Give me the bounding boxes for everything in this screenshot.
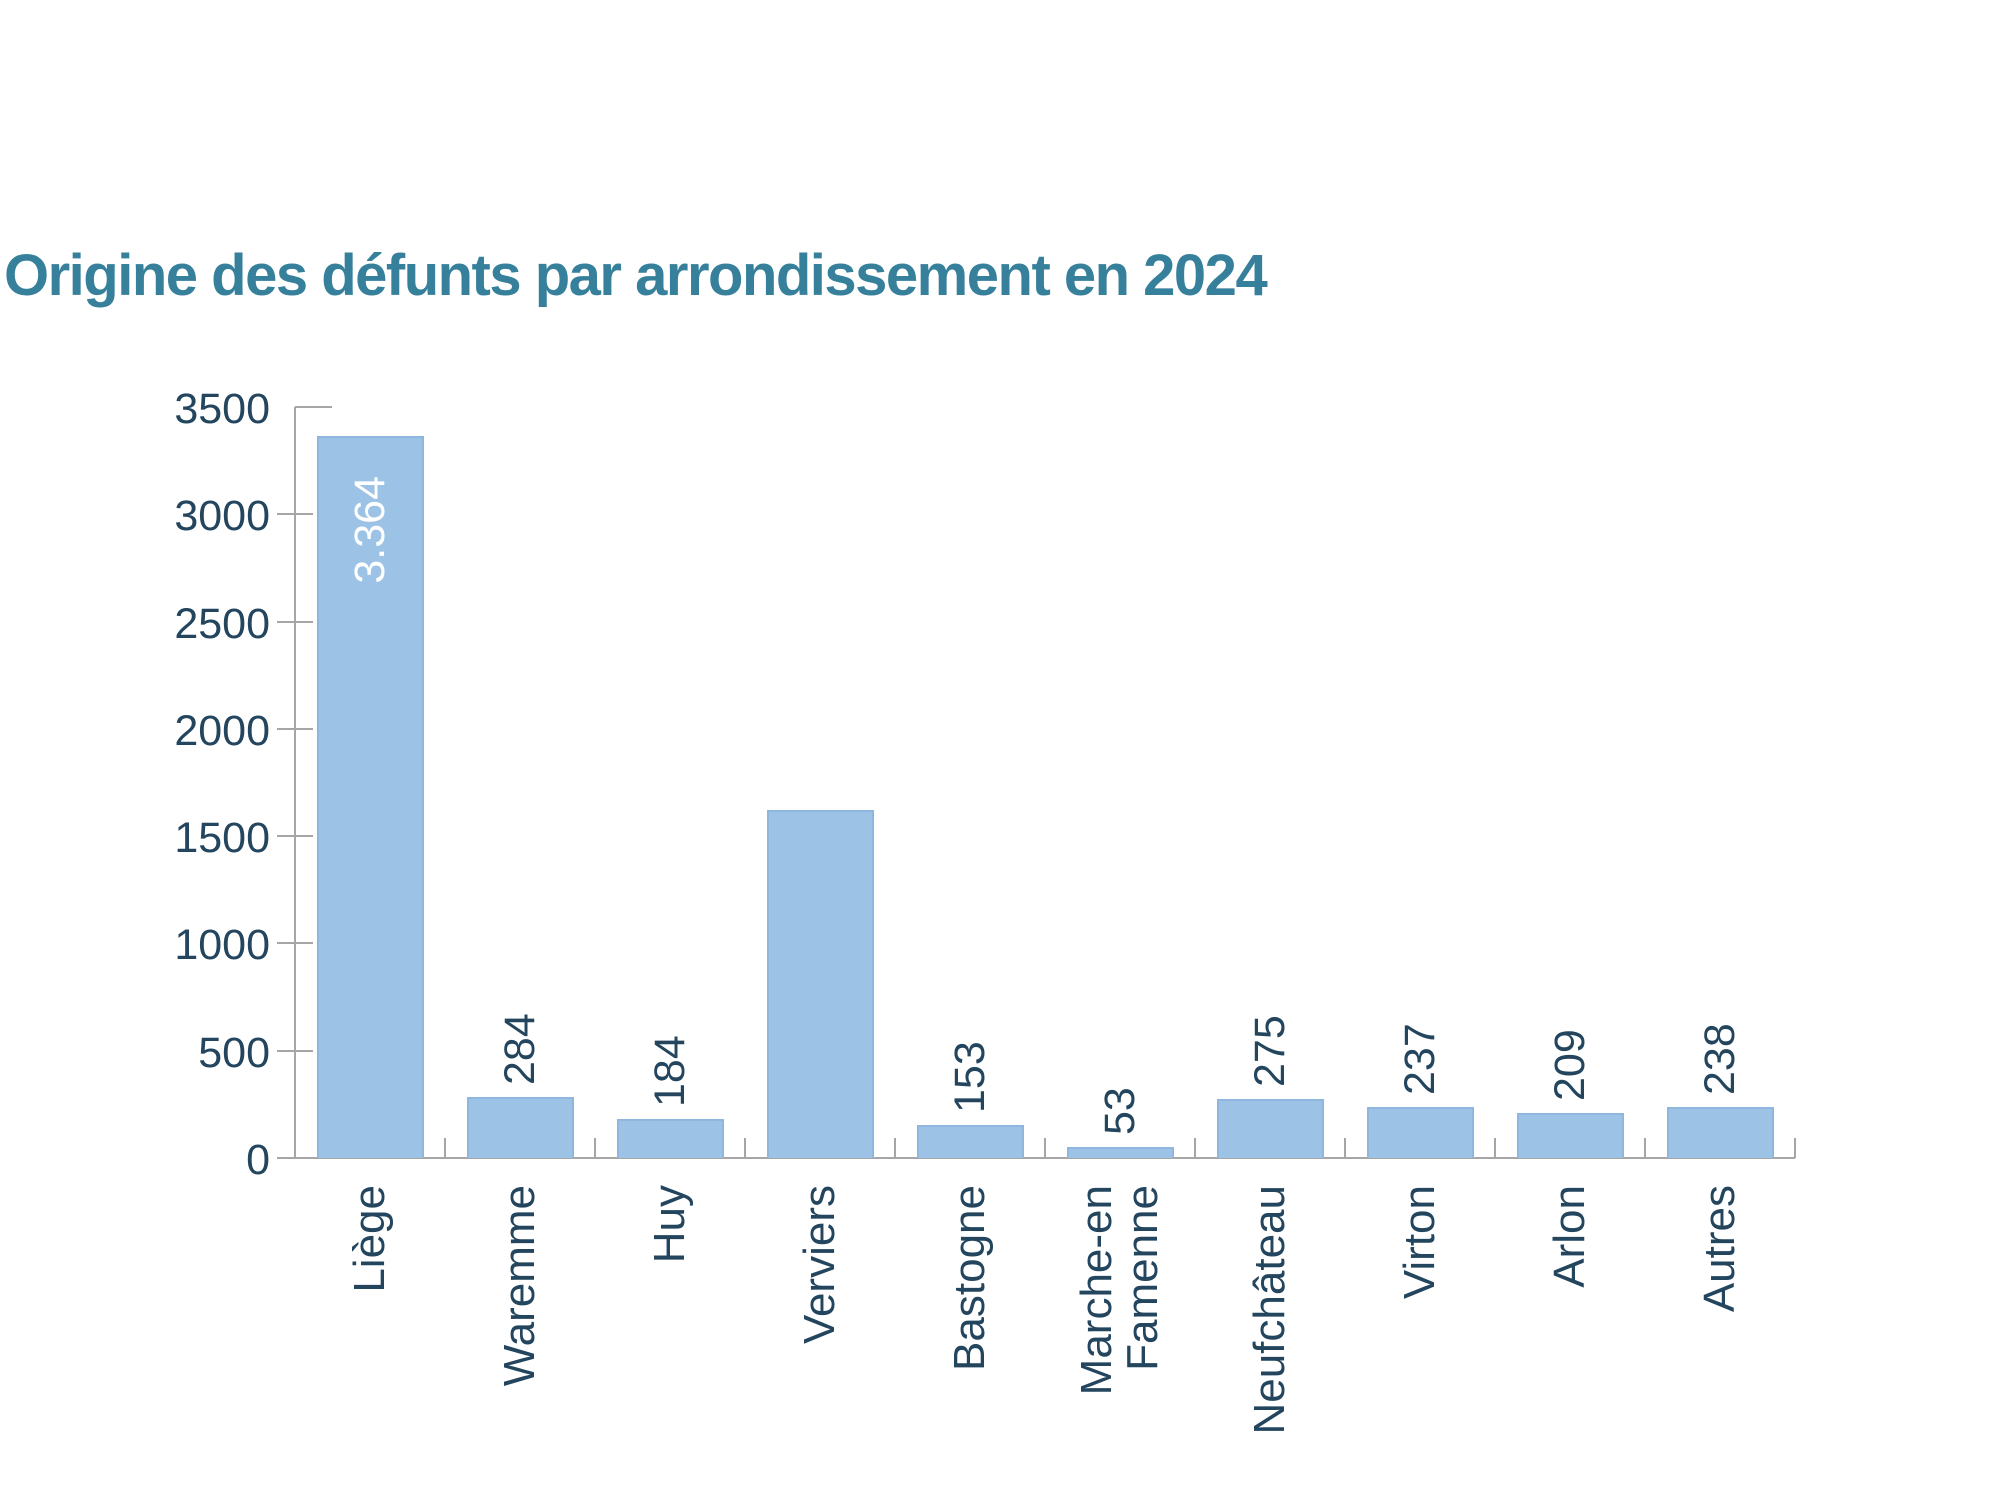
y-tick-label: 2000	[174, 706, 270, 755]
x-axis-line	[277, 1157, 1795, 1159]
bar-arlon	[1516, 1113, 1624, 1158]
y-axis-tick	[277, 727, 313, 730]
x-axis-tick	[894, 1138, 896, 1158]
y-tick-label: 3000	[174, 492, 270, 541]
y-tick-label: 500	[198, 1028, 270, 1077]
bar-liège	[316, 436, 424, 1158]
y-axis-tick	[277, 1049, 313, 1052]
category-label: Verviers	[795, 1185, 844, 1344]
value-label: 209	[1546, 1029, 1594, 1102]
y-axis-tick	[295, 406, 332, 408]
x-axis-tick	[1194, 1138, 1196, 1158]
value-label-inside: 3.364	[346, 476, 394, 584]
x-axis-tick	[594, 1138, 596, 1158]
y-tick-label: 3500	[174, 385, 270, 433]
bar-autres	[1666, 1106, 1774, 1158]
value-label: 275	[1246, 1015, 1294, 1087]
y-tick-label: 1500	[174, 814, 270, 863]
value-label: 238	[1696, 1023, 1744, 1095]
value-label: 284	[496, 1013, 544, 1086]
category-label: Waremme	[495, 1185, 544, 1387]
bar-bastogne	[916, 1125, 1024, 1158]
category-label: Arlon	[1545, 1185, 1594, 1288]
x-axis-tick	[744, 1138, 746, 1158]
category-label: Bastogne	[945, 1185, 994, 1371]
x-axis-tick	[1794, 1138, 1796, 1158]
bar-marche-en-famenne	[1066, 1146, 1174, 1158]
x-axis-tick	[1644, 1138, 1646, 1158]
category-label: Neufchâteau	[1245, 1185, 1294, 1435]
y-axis-tick	[277, 620, 313, 623]
y-tick-label: 2500	[174, 599, 270, 648]
value-label: 53	[1096, 1086, 1144, 1135]
bar-huy	[616, 1118, 724, 1158]
x-axis-tick	[1344, 1138, 1346, 1158]
bar-verviers	[766, 810, 874, 1158]
value-label: 153	[946, 1041, 994, 1114]
x-axis-tick	[1044, 1138, 1046, 1158]
y-axis-tick	[277, 835, 313, 838]
x-axis-tick	[1494, 1138, 1496, 1158]
x-axis-tick	[444, 1138, 446, 1158]
bar-waremme	[466, 1097, 574, 1158]
bar-neufchâteau	[1216, 1098, 1324, 1158]
y-axis-tick	[277, 513, 313, 516]
y-tick-label: 1000	[174, 921, 270, 970]
x-axis-tick	[294, 1138, 296, 1158]
value-label: 237	[1396, 1023, 1444, 1096]
y-axis-tick	[277, 942, 313, 945]
y-axis-line	[294, 407, 296, 1158]
value-label: 184	[646, 1034, 694, 1107]
category-label: Huy	[645, 1185, 694, 1264]
category-label: Marche-en Famenne	[1072, 1185, 1167, 1396]
bar-virton	[1366, 1107, 1474, 1158]
y-tick-label: 0	[246, 1136, 270, 1184]
category-label: Liège	[345, 1185, 394, 1293]
chart-title: Origine des défunts par arrondissement e…	[4, 243, 1268, 308]
category-label: Autres	[1695, 1185, 1744, 1313]
category-label: Virton	[1395, 1185, 1444, 1300]
